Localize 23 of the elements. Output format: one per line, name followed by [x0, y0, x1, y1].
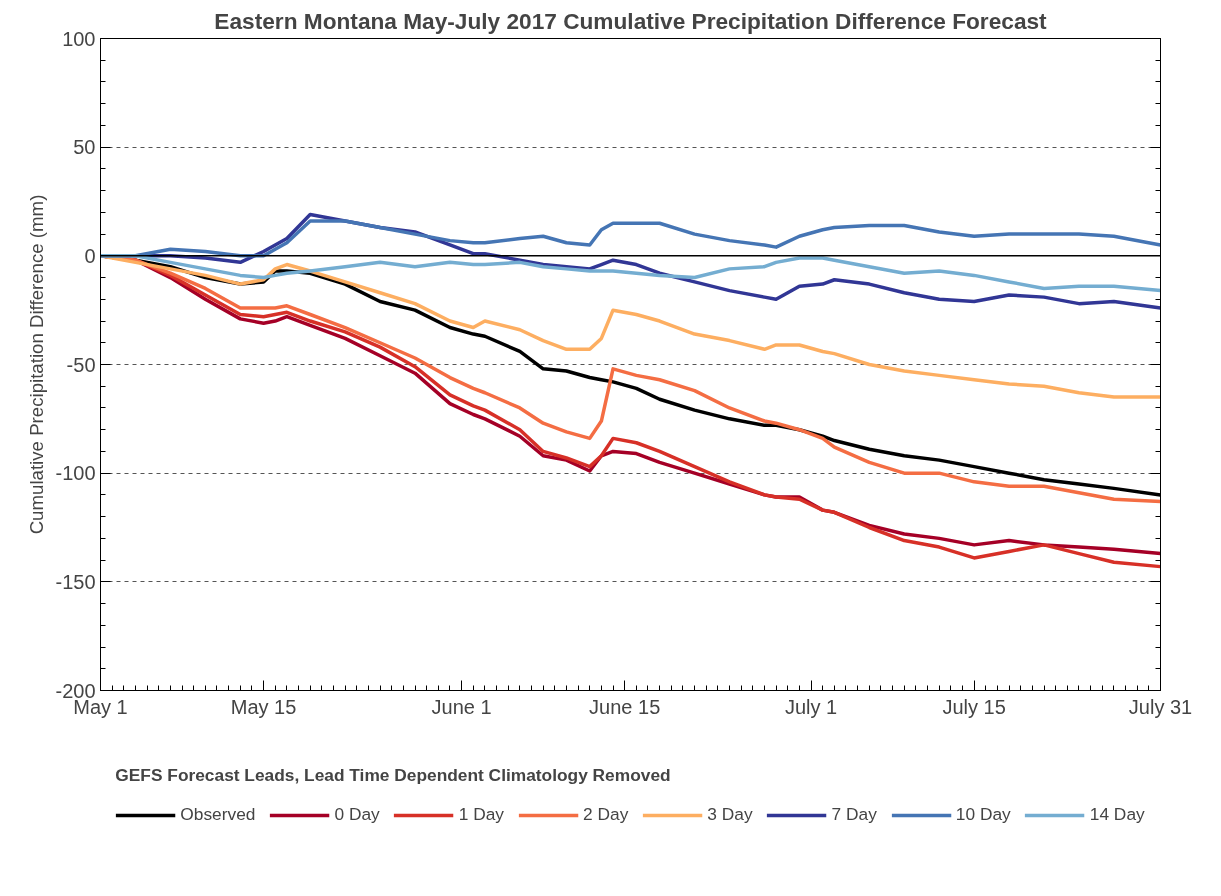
y-tick-label: 0 — [84, 244, 96, 267]
legend-label: 0 Day — [334, 804, 380, 825]
y-tick-label: -150 — [55, 570, 96, 593]
y-tick-label: -100 — [55, 462, 96, 485]
x-tick-label: July 1 — [784, 695, 838, 718]
legend-label: 2 Day — [583, 804, 629, 825]
legend-label: 14 Day — [1089, 804, 1145, 825]
x-tick-label: June 15 — [589, 695, 661, 718]
y-axis-title: Cumulative Precipitation Difference (mm) — [26, 194, 48, 535]
x-tick-label: May 15 — [230, 695, 297, 718]
legend-label: 3 Day — [707, 804, 753, 825]
x-tick-label: July 15 — [942, 695, 1006, 718]
legend-label: 7 Day — [831, 804, 877, 825]
x-tick-label: July 31 — [1128, 695, 1193, 718]
y-tick-label: 100 — [62, 27, 96, 50]
chart-title: Eastern Montana May-July 2017 Cumulative Precipitation Difference Forecast — [214, 7, 1048, 34]
x-tick-label: June 1 — [431, 695, 492, 718]
legend-label: 10 Day — [955, 804, 1011, 825]
legend-label: 1 Day — [458, 804, 505, 825]
legend-label: Observed — [180, 804, 256, 825]
legend-title: GEFS Forecast Leads, Lead Time Dependent Climatology Removed — [115, 765, 672, 786]
y-tick-label: -50 — [66, 353, 96, 376]
y-tick-label: 50 — [73, 136, 96, 159]
